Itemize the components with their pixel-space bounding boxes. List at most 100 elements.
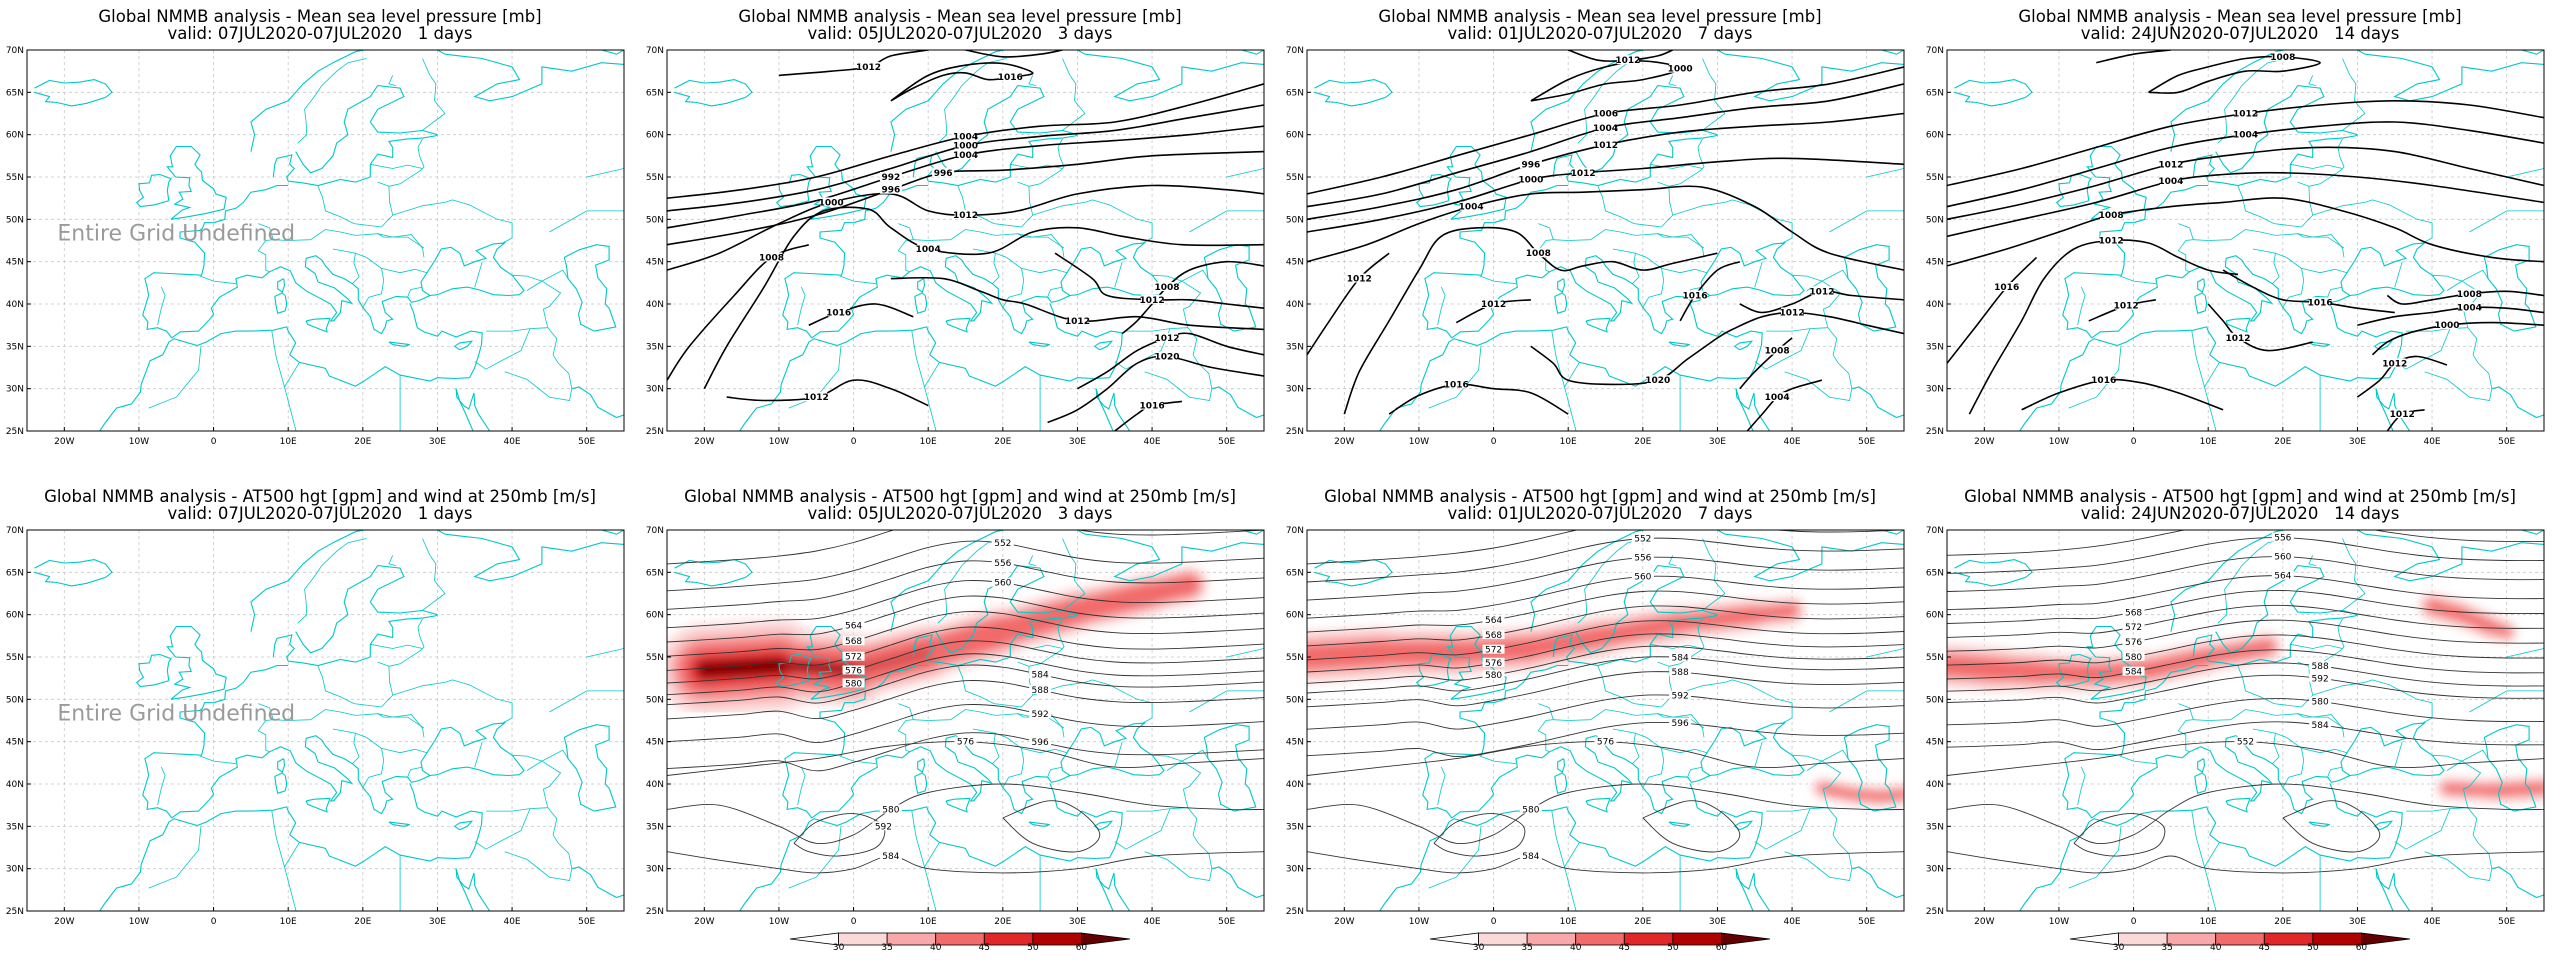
lat-tick-label: 65N [6, 88, 24, 98]
panel-title-line2: valid: 05JUL2020-07JUL2020 3 days [807, 24, 1113, 43]
contour-label: 552 [994, 539, 1011, 549]
lat-tick-label: 70N [6, 46, 24, 56]
contour-label: 564 [845, 622, 862, 632]
panel-title-line1: Global NMMB analysis - Mean sea level pr… [98, 7, 542, 26]
contour-label: 1000 [2434, 321, 2459, 331]
panel-z500-3: Global NMMB analysis - AT500 hgt [gpm] a… [640, 480, 1280, 960]
map-frame [26, 49, 625, 432]
panel-title: Global NMMB analysis - Mean sea level pr… [0, 8, 640, 42]
borders [788, 538, 1264, 911]
lon-tick-label: 0 [1491, 437, 1497, 447]
contour-label: 1012 [1065, 317, 1090, 327]
contour-label: 556 [2274, 534, 2291, 544]
z500-contours [1947, 530, 2544, 874]
graticule [1307, 530, 1904, 911]
lon-tick-label: 20W [694, 437, 714, 447]
map-canvas: 552 556 560 564 568 572 576 580 584 588 592 596 576 5… [1286, 526, 1905, 927]
contour-label: 588 [2312, 662, 2329, 672]
panel-title-line2: valid: 24JUN2020-07JUL2020 14 days [2080, 24, 2400, 43]
contour-label: 1012 [953, 211, 978, 221]
lon-tick-label: 10E [1560, 437, 1577, 447]
lon-tick-label: 50E [2498, 437, 2515, 447]
contour-label: 1020 [1154, 352, 1179, 362]
map-frame [26, 529, 625, 912]
contour-label: 592 [2312, 674, 2329, 684]
contour-label: 580 [1485, 671, 1502, 681]
contour-label: 588 [1672, 668, 1689, 678]
lat-tick-label: 65N [1286, 568, 1304, 578]
lon-tick-label: 10W [769, 437, 789, 447]
lat-tick-label: 60N [6, 611, 24, 621]
lat-tick-label: 40N [6, 780, 24, 790]
contour-label: 580 [1522, 805, 1539, 815]
contour-label: 560 [1634, 573, 1651, 583]
coastlines [34, 530, 624, 911]
lon-tick-label: 10W [769, 917, 789, 927]
lat-tick-label: 25N [646, 907, 664, 917]
graticule [1307, 50, 1904, 431]
lat-tick-label: 70N [646, 46, 664, 56]
colorbar-swatch [1623, 932, 1674, 946]
colorbar-tick-label: 60 [1716, 943, 1728, 952]
panel-title: Global NMMB analysis - Mean sea level pr… [1920, 8, 2560, 42]
colorbar-tick-label: 35 [881, 943, 892, 952]
contour-label: 584 [1522, 852, 1539, 862]
colorbar-swatch [886, 932, 937, 946]
contour-label: 596 [1032, 738, 1049, 748]
lat-tick-label: 55N [646, 653, 664, 663]
contour-label: 1012 [2099, 237, 2124, 247]
lat-tick-label: 65N [1926, 88, 1944, 98]
lat-tick-label: 30N [6, 385, 24, 395]
lat-tick-label: 55N [1926, 173, 1944, 183]
panel-title-line1: Global NMMB analysis - AT500 hgt [gpm] a… [1964, 487, 2516, 506]
z500-contours [667, 530, 1264, 874]
panel-title-line1: Global NMMB analysis - AT500 hgt [gpm] a… [684, 487, 1236, 506]
colorbar-tick-label: 50 [1667, 943, 1679, 952]
lat-tick-label: 35N [646, 822, 664, 832]
contour-label: 1012 [1615, 56, 1640, 66]
contour-label: 572 [1485, 646, 1502, 656]
contour-label: 564 [1485, 616, 1502, 626]
lat-tick-label: 60N [1926, 611, 1944, 621]
lon-tick-label: 30E [429, 917, 446, 927]
lon-tick-label: 20W [1334, 917, 1354, 927]
contour-label: 1012 [2114, 302, 2139, 312]
lat-tick-label: 50N [1926, 215, 1944, 225]
borders [2068, 538, 2544, 911]
colorbar-swatch [2118, 932, 2168, 946]
map-frame [666, 529, 1265, 912]
lon-tick-label: 0 [2131, 437, 2137, 447]
contour-label: 1016 [1994, 283, 2019, 293]
colorbar-tick-label: 40 [930, 943, 942, 952]
lat-tick-label: 70N [6, 526, 24, 536]
contour-label: 1004 [1593, 124, 1618, 134]
lat-tick-label: 35N [646, 342, 664, 352]
contour-label: 596 [1672, 719, 1689, 729]
lon-tick-label: 50E [1218, 437, 1235, 447]
lon-tick-label: 40E [1143, 437, 1160, 447]
panel-title-line1: Global NMMB analysis - AT500 hgt [gpm] a… [44, 487, 596, 506]
colorbar-swatch [838, 932, 888, 946]
lat-tick-label: 60N [646, 611, 664, 621]
lon-tick-label: 40E [503, 437, 520, 447]
contour-label: 576 [1485, 659, 1502, 669]
panel-title: Global NMMB analysis - AT500 hgt [gpm] a… [1920, 488, 2560, 522]
lat-tick-label: 70N [1286, 46, 1304, 56]
lat-tick-label: 25N [6, 427, 24, 437]
panel-z500-7: Global NMMB analysis - AT500 hgt [gpm] a… [1280, 480, 1920, 960]
contour-label: 996 [881, 186, 900, 196]
lon-tick-label: 30E [2349, 437, 2366, 447]
coastlines [1314, 530, 1904, 911]
lat-tick-label: 60N [6, 131, 24, 141]
contour-label: 1012 [804, 393, 829, 403]
lon-tick-label: 20W [1334, 437, 1354, 447]
panel-title-line1: Global NMMB analysis - Mean sea level pr… [2018, 7, 2462, 26]
wind-jet-shading [667, 566, 1208, 716]
map-frame [1946, 529, 2545, 912]
lat-tick-label: 65N [1926, 568, 1944, 578]
wind-jet-shading [1307, 596, 1904, 807]
lat-tick-label: 50N [6, 695, 24, 705]
contour-label: 564 [2274, 572, 2291, 582]
colorbar-tick-label: 35 [2161, 943, 2172, 952]
contour-label: 572 [845, 653, 862, 663]
